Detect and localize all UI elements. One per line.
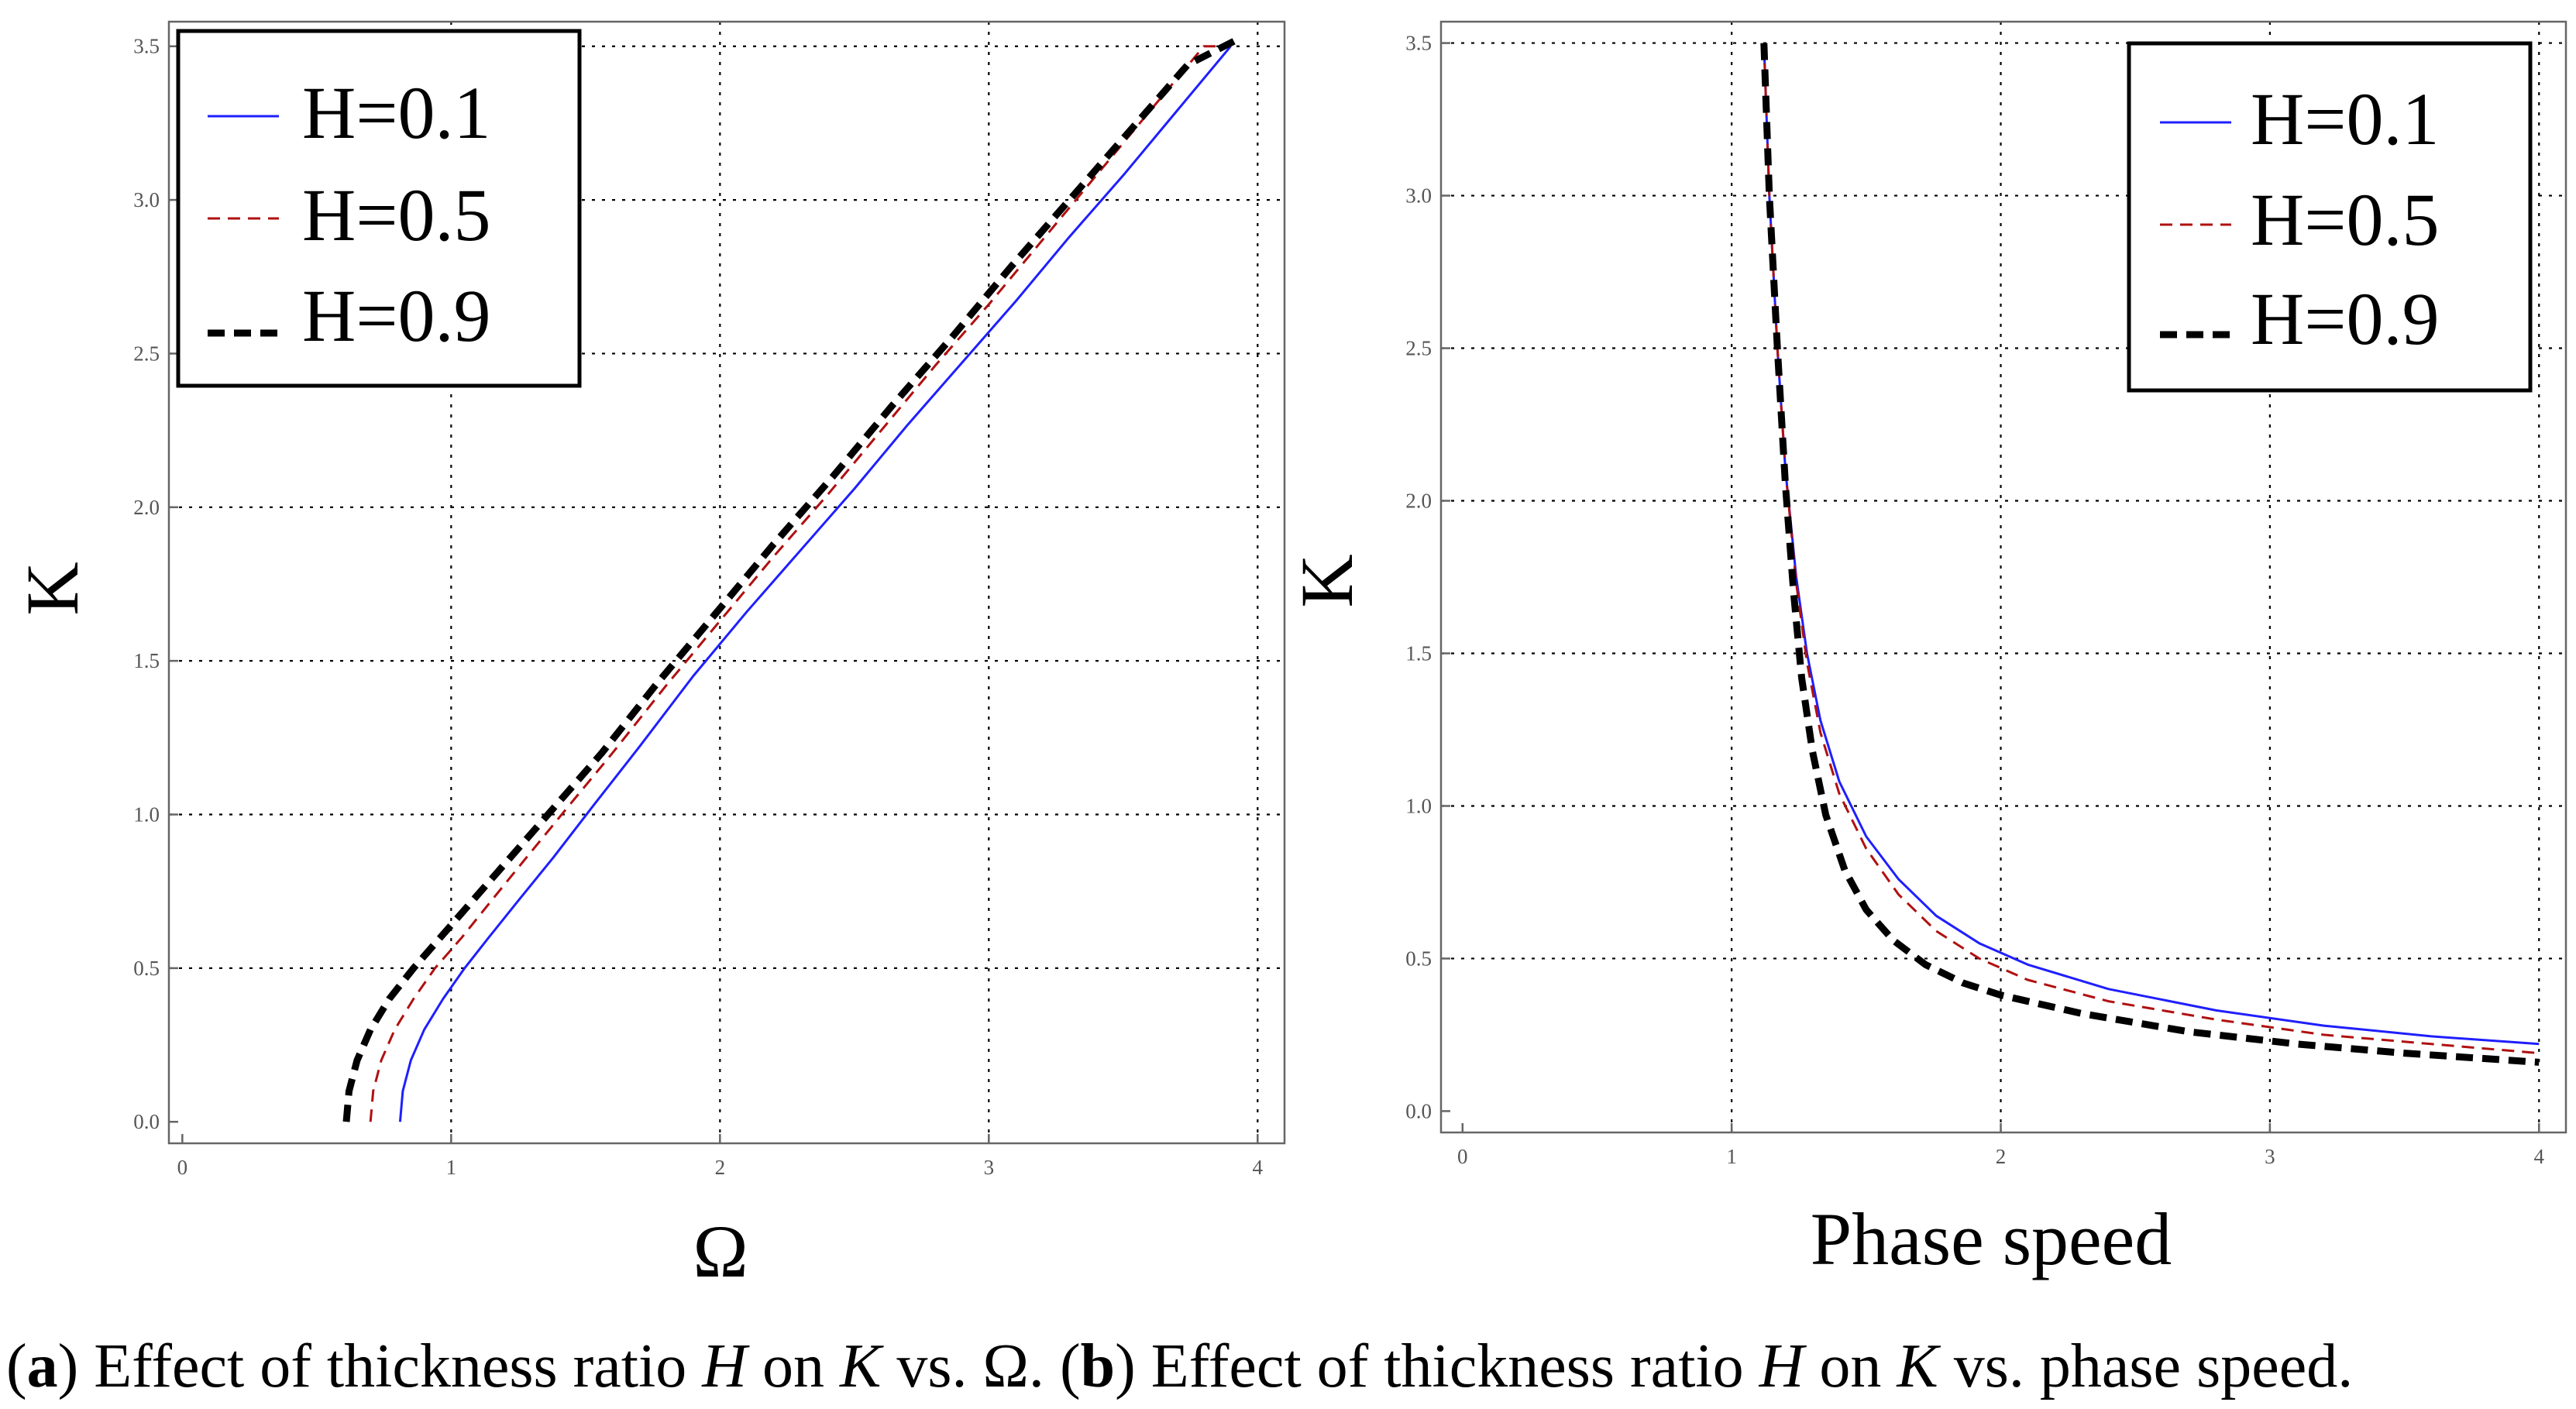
caption-b-text: Effect of thickness ratio (1136, 1332, 1759, 1400)
chart-b-xtick-label-1: 1 (1726, 1145, 1737, 1168)
chart-b-ytick-label-2: 1.0 (1405, 794, 1432, 817)
chart-b-frame (1439, 20, 2567, 1134)
chart-a-ticks: 0 1 2 3 4 0.0 0.5 1.0 1.5 2.0 2.5 3.0 3.5 (133, 35, 1263, 1179)
chart-a-series-0-line (398, 45, 1232, 1122)
chart-a-ytick-label-2: 1.0 (133, 803, 160, 826)
chart-a-xlabel: Ω (693, 1210, 748, 1293)
chart-b-xtick-label-4: 4 (2534, 1145, 2545, 1168)
chart-a-series-1-line (369, 45, 1231, 1122)
caption-b-label: b (1081, 1332, 1116, 1400)
chart-b-legend-label-2: H=0.9 (2251, 277, 2439, 360)
chart-a-xtick-label-1: 1 (446, 1156, 457, 1179)
chart-a-frame (167, 20, 1286, 1145)
chart-b-xtick-label-2: 2 (1996, 1145, 2007, 1168)
chart-b-legend-label-1: H=0.5 (2251, 178, 2439, 261)
chart-a-ytick-label-3: 1.5 (133, 649, 160, 672)
caption-b-var1: H (1759, 1332, 1807, 1400)
chart-a-xtick-label-0: 0 (177, 1156, 188, 1179)
caption-paren-open-a: ( (6, 1332, 27, 1400)
caption-a-label: a (27, 1332, 58, 1400)
chart-b-ytick-label-4: 2.0 (1405, 490, 1432, 513)
caption-a-end: vs. Ω. (881, 1332, 1060, 1400)
chart-a: 0 1 2 3 4 0.0 0.5 1.0 1.5 2.0 2.5 3.0 3.5 Ω K H=0.1 … (11, 20, 1286, 1293)
chart-b-ytick-label-6: 3.0 (1405, 184, 1432, 208)
caption-a-text: Effect of thickness ratio (78, 1332, 702, 1400)
chart-a-ytick-label-4: 2.0 (133, 496, 160, 519)
chart-a-legend-label-0: H=0.1 (302, 71, 490, 154)
chart-a-ylabel: K (11, 562, 94, 615)
chart-a-series-2-line (342, 36, 1238, 1122)
caption-a-var2: K (839, 1332, 884, 1400)
chart-a-xtick-label-4: 4 (1253, 1156, 1264, 1179)
chart-a-ytick-label-1: 0.5 (133, 957, 160, 980)
chart-b-ylabel: K (1285, 554, 1368, 607)
chart-b-ytick-label-5: 2.5 (1405, 337, 1432, 360)
chart-b-xtick-label-0: 0 (1457, 1145, 1468, 1168)
chart-a-legend-label-2: H=0.9 (302, 274, 490, 357)
chart-b-ytick-label-3: 1.5 (1405, 641, 1432, 665)
chart-b-xlabel: Phase speed (1811, 1198, 2172, 1280)
caption-paren-close-a: ) (58, 1332, 79, 1400)
chart-a-series (342, 36, 1238, 1122)
chart-b-ytick-label-1: 0.5 (1405, 947, 1432, 970)
chart-b-legend-label-0: H=0.1 (2251, 77, 2439, 160)
chart-a-legend-label-1: H=0.5 (302, 174, 490, 256)
caption-b-end: vs. phase speed. (1938, 1332, 2353, 1400)
caption-b-mid: on (1804, 1332, 1897, 1400)
chart-a-ytick-label-7: 3.5 (133, 35, 160, 58)
figure-caption: (a) Effect of thickness ratio H on K vs.… (6, 1332, 2353, 1400)
chart-b-ticks: 0 1 2 3 4 0.0 0.5 1.0 1.5 2.0 2.5 3.0 3.5 (1405, 32, 2544, 1168)
chart-b: 0 1 2 3 4 0.0 0.5 1.0 1.5 2.0 2.5 3.0 3.5 Phase spee… (1285, 20, 2567, 1280)
caption-paren-open-b: ( (1060, 1332, 1081, 1400)
chart-a-legend: H=0.1 H=0.5 H=0.9 (176, 29, 582, 388)
chart-b-ytick-label-7: 3.5 (1405, 32, 1432, 55)
chart-b-legend: H=0.1 H=0.5 H=0.9 (2127, 41, 2533, 393)
chart-b-series-2-line (1760, 43, 2540, 1066)
chart-a-ytick-label-5: 2.5 (133, 342, 160, 365)
chart-a-ytick-label-6: 3.0 (133, 188, 160, 211)
caption-a-var1: H (701, 1332, 750, 1400)
caption-a-mid: on (747, 1332, 840, 1400)
caption-b-var2: K (1896, 1332, 1941, 1400)
chart-a-grid (169, 22, 1285, 1143)
chart-a-legend-box (176, 29, 582, 388)
chart-a-xtick-label-3: 3 (984, 1156, 995, 1179)
chart-b-xtick-label-3: 3 (2265, 1145, 2275, 1168)
chart-b-ytick-label-0: 0.0 (1405, 1099, 1432, 1122)
chart-a-xtick-label-2: 2 (715, 1156, 726, 1179)
chart-a-ytick-label-0: 0.0 (133, 1110, 160, 1133)
chart-b-series (1760, 43, 2540, 1066)
caption-paren-close-b: ) (1115, 1332, 1136, 1400)
